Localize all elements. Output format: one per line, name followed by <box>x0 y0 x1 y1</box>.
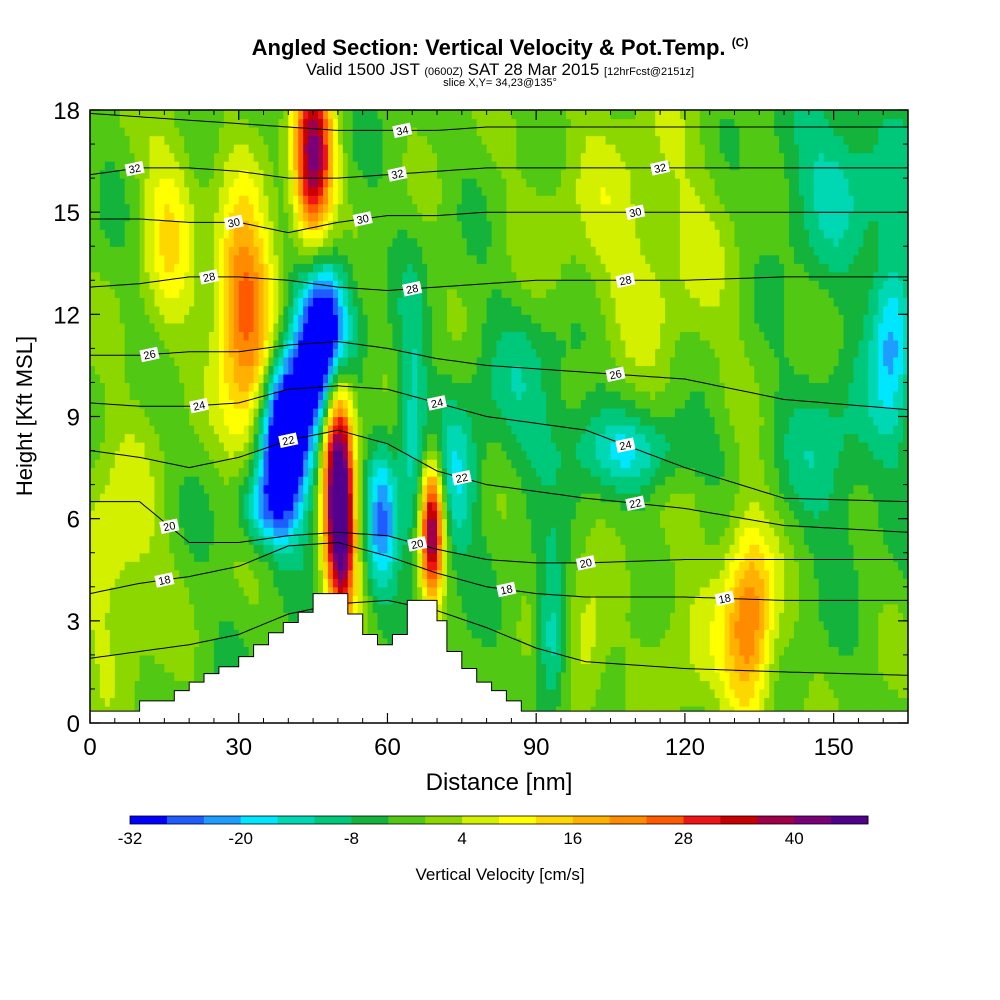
forecast-tag: [12hrFcst@2151z] <box>604 66 695 78</box>
valid-date: SAT 28 Mar 2015 <box>467 60 600 79</box>
contour-label: 26 <box>605 366 626 382</box>
contour-label: 18 <box>496 581 517 598</box>
x-tick-label: 60 <box>374 734 401 761</box>
colorbar-swatch <box>130 816 168 824</box>
slice-text: slice X,Y= 34,23@135° <box>443 77 557 89</box>
valid-utc: (0600Z) <box>424 66 463 78</box>
colorbar-tick-label: 16 <box>563 829 582 848</box>
contour-line-22 <box>90 429 908 533</box>
contour-line-32 <box>90 167 908 179</box>
contour-line-34 <box>90 112 908 131</box>
contour-label: 22 <box>451 470 472 486</box>
contour-label: 22 <box>625 495 646 511</box>
colorbar-label: Vertical Velocity [cm/s] <box>415 865 584 884</box>
colorbar-tick-label: 4 <box>457 829 466 848</box>
x-tick-label: 0 <box>83 734 96 761</box>
contour-label: 20 <box>159 518 180 534</box>
title-units: (C) <box>731 35 749 50</box>
contour-line-20 <box>90 501 908 564</box>
contour-line-26 <box>90 341 908 411</box>
contour-label: 34 <box>392 122 413 139</box>
colorbar-swatch <box>351 816 389 824</box>
colorbar-swatch <box>499 816 537 824</box>
y-tick-label: 9 <box>67 405 80 432</box>
y-tick-label: 6 <box>67 507 80 534</box>
contour-label: 30 <box>223 214 244 231</box>
chart-title: Angled Section: Vertical Velocity & Pot.… <box>0 35 1000 61</box>
contour-label: 32 <box>124 160 145 177</box>
contour-label: 30 <box>625 204 646 220</box>
velocity-field <box>90 110 908 723</box>
y-tick-label: 15 <box>53 200 80 227</box>
contour-label: 28 <box>198 269 220 285</box>
colorbar-swatch <box>240 816 279 824</box>
terrain-mask <box>89 593 909 724</box>
colorbar-swatch <box>535 816 574 824</box>
title-text: Angled Section: Vertical Velocity & Pot.… <box>251 35 726 60</box>
contour-label: 20 <box>575 555 596 571</box>
contour-label: 22 <box>278 432 299 448</box>
contour-label: 24 <box>189 397 210 414</box>
colorbar-swatch <box>166 816 205 824</box>
valid-time-line: Valid 1500 JST (0600Z) SAT 28 Mar 2015 [… <box>0 60 1000 80</box>
colorbar-swatch <box>572 816 611 824</box>
x-tick-label: 90 <box>523 734 550 761</box>
colorbar-swatch <box>831 816 869 824</box>
valid-prefix: Valid 1500 JST <box>305 60 420 79</box>
colorbar-swatch <box>609 816 648 824</box>
colorbar-tick-label: 28 <box>674 829 693 848</box>
colorbar-swatch <box>462 816 500 824</box>
colorbar-swatch <box>277 816 315 824</box>
x-tick-label: 150 <box>814 734 854 761</box>
colorbar-swatch <box>720 816 758 824</box>
y-axis-label: Height [Kft MSL] <box>12 336 37 496</box>
contour-label: 18 <box>154 572 175 588</box>
contour-label: 20 <box>407 536 428 552</box>
y-tick-label: 18 <box>53 98 80 125</box>
contour-label: 24 <box>426 395 448 411</box>
contour-label: 24 <box>615 437 636 453</box>
colorbar-swatch <box>388 816 426 824</box>
contour-label: 32 <box>650 160 671 176</box>
x-axis-label: Distance [nm] <box>426 769 573 796</box>
contour-line-24 <box>90 385 908 503</box>
contour-label: 26 <box>139 346 160 363</box>
contour-labels: 18 18 18 20 20 20 22 22 22 24 24 24 26 26 28 28 28 30 30 30… <box>124 122 735 607</box>
colorbar-tick-label: -32 <box>118 829 143 848</box>
colorbar-swatch <box>425 816 463 824</box>
colorbar-swatch <box>683 816 721 824</box>
y-tick-label: 0 <box>67 711 80 738</box>
colorbar-tick-label: -8 <box>344 829 359 848</box>
contour-label: 30 <box>352 211 373 227</box>
y-tick-label: 12 <box>53 302 80 329</box>
contour-line-16 <box>90 599 908 676</box>
y-tick-label: 3 <box>67 609 80 636</box>
colorbar-tick-label: 40 <box>785 829 804 848</box>
contour-label: 18 <box>714 590 735 607</box>
contour-label: 28 <box>615 272 636 288</box>
axes: 0 30 60 90 120 150 0 3 6 9 12 15 18 <box>53 98 909 761</box>
colorbar-swatch <box>203 816 242 824</box>
contour-label: 32 <box>387 166 408 182</box>
x-tick-label: 120 <box>665 734 705 761</box>
x-tick-label: 30 <box>225 734 252 761</box>
colorbar-swatch <box>757 816 795 824</box>
colorbar-swatch <box>794 816 832 824</box>
colorbar-tick-label: -20 <box>228 829 253 848</box>
contour-line-28 <box>90 276 908 292</box>
slice-info: slice X,Y= 34,23@135° <box>0 77 1000 89</box>
colorbar-swatch <box>314 816 352 824</box>
contour-label: 28 <box>402 281 423 297</box>
pot-temp-contours <box>90 112 908 676</box>
colorbar: -32 -20 -8 4 16 28 40 <box>118 815 869 848</box>
colorbar-swatch <box>646 816 684 824</box>
